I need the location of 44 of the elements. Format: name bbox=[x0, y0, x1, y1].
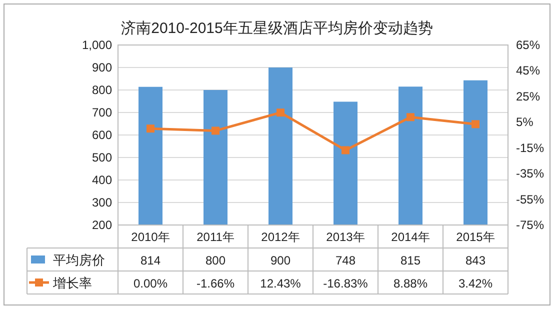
y2-tick-label: 25% bbox=[516, 89, 540, 104]
y-tick-label: 200 bbox=[92, 218, 112, 232]
data-label: 814 bbox=[140, 254, 161, 268]
y2-tick-label: -75% bbox=[516, 218, 544, 232]
point bbox=[146, 124, 154, 133]
x-tick-label: 2014年 bbox=[391, 230, 430, 244]
data-label: 3.42% bbox=[458, 276, 493, 290]
data-label: -1.66% bbox=[196, 276, 235, 290]
data-label: 800 bbox=[205, 254, 226, 268]
chart-title: 济南2010-2015年五星级酒店平均房价变动趋势 bbox=[121, 20, 433, 37]
point bbox=[472, 120, 480, 128]
y-tick-label: 1,000 bbox=[82, 38, 112, 52]
x-tick-label: 2013年 bbox=[326, 230, 365, 244]
y-tick-label: 700 bbox=[92, 106, 112, 120]
y-tick-label: 400 bbox=[92, 173, 112, 187]
data-label: 748 bbox=[335, 254, 356, 268]
x-tick-label: 2012年 bbox=[261, 230, 300, 244]
x-tick-label: 2015年 bbox=[456, 230, 495, 244]
data-label: 8.88% bbox=[393, 276, 428, 290]
data-label: 843 bbox=[465, 254, 486, 268]
data-label: 0.00% bbox=[133, 276, 168, 290]
y2-tick-label: 5% bbox=[516, 115, 534, 130]
legend-label: 平均房价 bbox=[53, 252, 105, 268]
point bbox=[212, 126, 220, 135]
data-label: 12.43% bbox=[260, 276, 302, 290]
data-label: -16.83% bbox=[323, 276, 368, 290]
x-tick-label: 2010年 bbox=[131, 230, 170, 244]
y-tick-label: 500 bbox=[92, 150, 112, 164]
y-tick-label: 600 bbox=[92, 128, 112, 142]
y2-tick-label: -15% bbox=[516, 140, 544, 155]
legend-label: 增长率 bbox=[52, 276, 92, 290]
y2-tick-label: 45% bbox=[516, 64, 540, 78]
y-tick-label: 800 bbox=[92, 83, 112, 97]
point bbox=[406, 113, 414, 122]
y2-tick-label: -55% bbox=[516, 192, 544, 206]
y-tick-label: 300 bbox=[92, 196, 112, 210]
data-label: 815 bbox=[400, 254, 421, 268]
point bbox=[276, 108, 284, 117]
y-tick-label: 900 bbox=[92, 60, 112, 74]
y2-tick-label: 65% bbox=[516, 38, 540, 52]
x-tick-label: 2011年 bbox=[196, 230, 234, 244]
point bbox=[342, 146, 350, 154]
y2-tick-label: -35% bbox=[516, 166, 544, 181]
data-label: 900 bbox=[270, 254, 291, 268]
